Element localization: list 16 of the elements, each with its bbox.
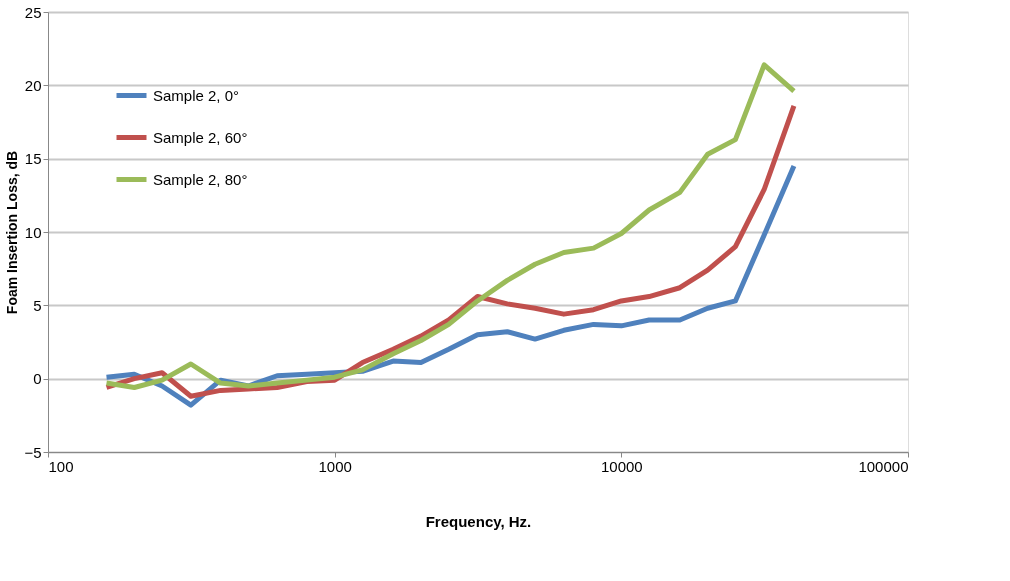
y-tick-label: 5 [33, 296, 42, 314]
y-tick-label: 15 [24, 150, 42, 168]
x-axis-title: Frequency, Hz. [425, 512, 532, 530]
x-tick-label: 10000 [600, 457, 643, 475]
y-tick-label: −5 [24, 443, 42, 461]
y-tick-label: 25 [24, 3, 42, 21]
y-tick-label: 20 [24, 76, 42, 94]
legend-label: Sample 2, 60° [153, 128, 248, 146]
x-tick-label: 100 [48, 457, 74, 475]
x-tick-label: 100000 [858, 457, 909, 475]
legend-label: Sample 2, 0° [153, 86, 240, 104]
y-tick-label: 10 [24, 223, 42, 241]
legend-label: Sample 2, 80° [153, 170, 248, 188]
y-tick-label: 0 [33, 370, 42, 388]
x-tick-label: 1000 [318, 457, 352, 475]
y-axis-title: Foam Insertion Loss, dB [4, 150, 21, 315]
